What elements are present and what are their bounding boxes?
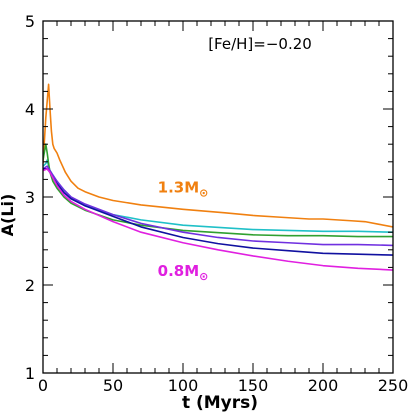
annotation-mass-high-sun-symbol: ⊙ xyxy=(199,187,208,200)
x-axis-label: t (Myrs) xyxy=(182,393,258,413)
x-tick-label: 150 xyxy=(238,376,269,395)
annotation-metallicity: [Fe/H]=−0.20 xyxy=(208,35,312,53)
x-tick-label: 0 xyxy=(38,376,48,395)
y-tick-label: 5 xyxy=(25,12,35,31)
series-line-5 xyxy=(43,168,393,271)
x-tick-label: 50 xyxy=(103,376,123,395)
series-line-2 xyxy=(43,143,393,238)
x-tick-label: 100 xyxy=(168,376,199,395)
annotation-mass-high: 1.3M⊙ xyxy=(158,179,209,200)
y-tick-label: 3 xyxy=(25,188,35,207)
x-tick-label: 250 xyxy=(378,376,409,395)
y-tick-label: 1 xyxy=(25,364,35,383)
y-axis-label: A(Li) xyxy=(0,194,17,237)
annotation-mass-low: 0.8M⊙ xyxy=(158,262,209,283)
plot-frame xyxy=(42,20,394,374)
series-group xyxy=(43,83,393,271)
y-tick-label: 4 xyxy=(25,100,35,119)
annotation-mass-low-sun-symbol: ⊙ xyxy=(199,270,208,283)
series-line-0 xyxy=(43,83,393,228)
series-line-3 xyxy=(43,165,393,247)
y-tick-label: 2 xyxy=(25,276,35,295)
plot-layer: 0 50 100 150 200 250 1 2 3 4 5 [Fe/H]=−0.20 1.3M⊙ 0.8… xyxy=(25,12,408,395)
x-tick-label: 200 xyxy=(308,376,339,395)
